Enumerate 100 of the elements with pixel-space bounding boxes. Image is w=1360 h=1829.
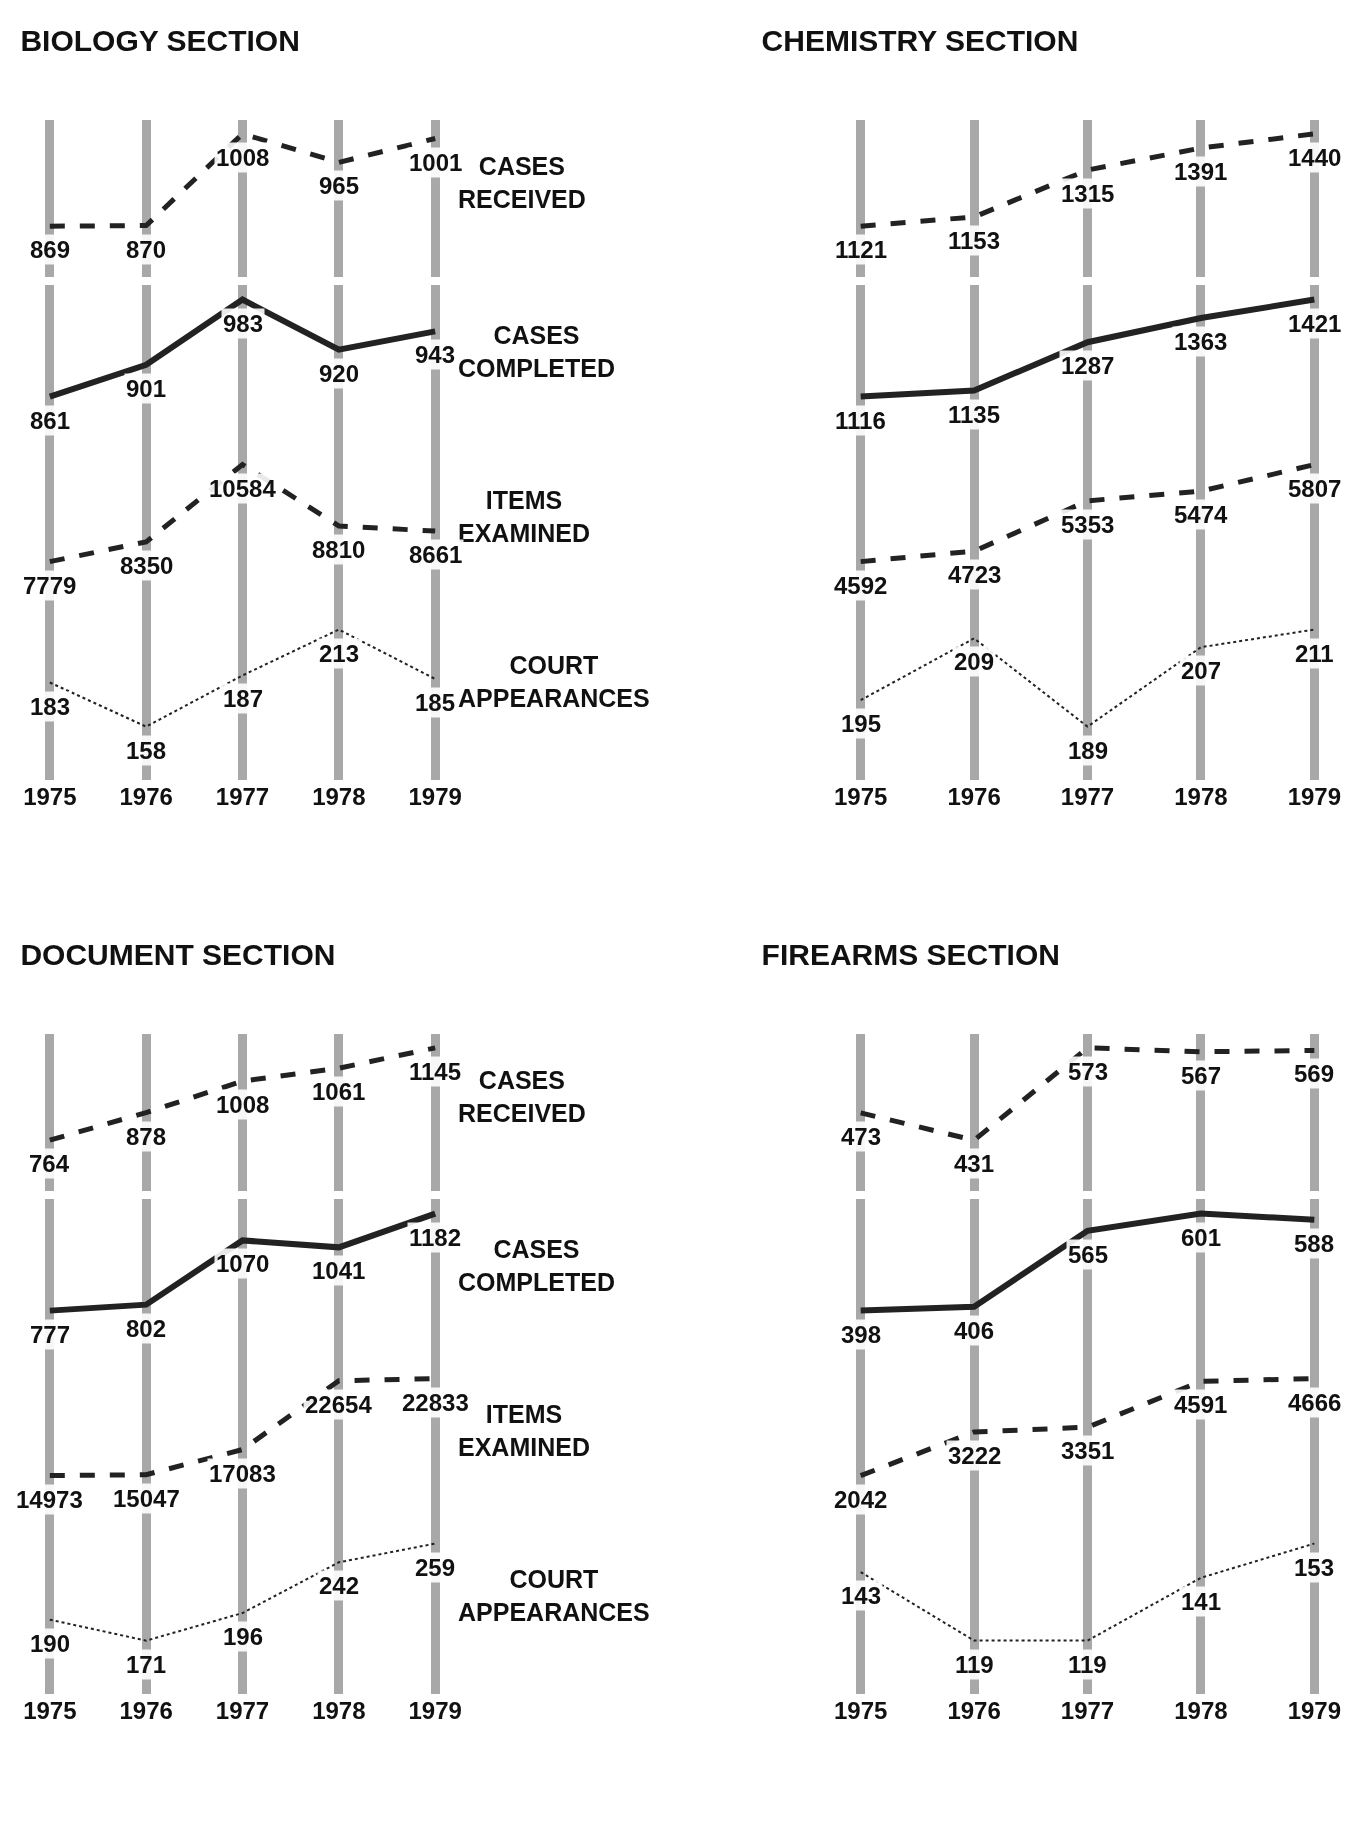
data-label: 565 (1068, 1241, 1109, 1268)
x-tick-label: 1975 (833, 783, 888, 810)
x-tick-label: 1979 (1287, 783, 1342, 810)
x-tick-label: 1975 (23, 783, 77, 810)
data-label: 153 (1294, 1554, 1335, 1581)
data-label: 5474 (1174, 501, 1229, 528)
data-label: 190 (30, 1630, 71, 1657)
x-tick-label: 1978 (312, 1697, 366, 1724)
x-tick-label: 1977 (215, 783, 270, 810)
data-label: 983 (223, 310, 264, 337)
data-label: 601 (1181, 1224, 1222, 1251)
data-label: 185 (415, 689, 456, 716)
data-label: 1363 (1174, 328, 1228, 355)
data-label: 588 (1294, 1230, 1335, 1257)
data-label: 3222 (948, 1442, 1002, 1469)
data-label: 171 (126, 1651, 167, 1678)
data-label: 8350 (120, 552, 174, 579)
data-label: 10584 (209, 475, 277, 502)
chart-title: DOCUMENT SECTION (20, 937, 336, 971)
x-tick-label: 1975 (833, 1697, 888, 1724)
data-label: 1135 (948, 401, 1001, 428)
x-tick-label: 1979 (408, 783, 462, 810)
data-label: 406 (954, 1317, 995, 1344)
data-label: 1391 (1174, 158, 1228, 185)
data-label: 861 (30, 407, 71, 434)
data-label: 1008 (216, 144, 270, 171)
data-label: 878 (126, 1123, 167, 1150)
data-label: 1121 (835, 236, 888, 263)
data-label: 187 (223, 685, 264, 712)
x-tick-label: 1976 (947, 1697, 1001, 1724)
data-label: 1287 (1061, 352, 1115, 379)
x-tick-label: 1978 (312, 783, 366, 810)
data-label: 195 (841, 710, 882, 737)
data-label: 4723 (948, 561, 1002, 588)
x-tick-label: 1977 (215, 1697, 270, 1724)
x-tick-label: 1978 (1174, 1697, 1228, 1724)
y-axis-title: CASES COMPLETED (458, 321, 615, 382)
data-label: 869 (30, 236, 71, 263)
chart-title: BIOLOGY SECTION (20, 23, 300, 57)
x-tick-label: 1976 (947, 783, 1001, 810)
data-label: 119 (1068, 1651, 1107, 1678)
data-label: 1421 (1288, 310, 1342, 337)
x-tick-label: 1976 (119, 1697, 173, 1724)
x-tick-label: 1975 (23, 1697, 77, 1724)
data-label: 4591 (1174, 1391, 1228, 1418)
data-label: 242 (319, 1572, 360, 1599)
x-tick-label: 1977 (1060, 1697, 1115, 1724)
data-label: 1070 (216, 1250, 270, 1277)
data-label: 764 (29, 1150, 70, 1177)
data-label: 1008 (216, 1091, 270, 1118)
data-label: 7779 (23, 572, 77, 599)
data-label: 8661 (409, 541, 463, 568)
data-label: 158 (126, 737, 167, 764)
data-label: 777 (30, 1321, 71, 1348)
data-label: 431 (954, 1150, 995, 1177)
data-label: 5807 (1288, 475, 1342, 502)
data-label: 1061 (312, 1078, 366, 1105)
data-label: 211 (1295, 640, 1334, 667)
data-label: 213 (319, 640, 360, 667)
data-label: 802 (126, 1315, 167, 1342)
data-label: 1153 (948, 227, 1001, 254)
data-label: 14973 (16, 1486, 83, 1513)
data-label: 8810 (312, 536, 366, 563)
data-label: 473 (841, 1123, 882, 1150)
chart-title: CHEMISTRY SECTION (761, 23, 1079, 57)
y-axis-title: COURT APPEARANCES (458, 1565, 650, 1626)
data-label: 573 (1068, 1058, 1109, 1085)
data-label: 398 (841, 1321, 882, 1348)
y-axis-title: COURT APPEARANCES (458, 651, 650, 712)
data-label: 965 (319, 172, 360, 199)
data-label: 1116 (835, 407, 886, 434)
data-label: 1315 (1061, 180, 1115, 207)
x-tick-label: 1979 (408, 1697, 462, 1724)
x-tick-label: 1979 (1287, 1697, 1342, 1724)
data-label: 119 (955, 1651, 994, 1678)
data-label: 183 (30, 693, 71, 720)
data-label: 143 (841, 1582, 882, 1609)
data-label: 189 (1068, 737, 1109, 764)
data-label: 196 (223, 1623, 264, 1650)
data-label: 920 (319, 360, 360, 387)
data-label: 22654 (305, 1391, 373, 1418)
x-tick-label: 1976 (119, 783, 173, 810)
data-label: 4666 (1288, 1389, 1342, 1416)
data-label: 1440 (1288, 144, 1342, 171)
data-label: 901 (126, 375, 167, 402)
data-label: 259 (415, 1554, 456, 1581)
data-label: 207 (1181, 657, 1222, 684)
chart-title: FIREARMS SECTION (761, 937, 1060, 971)
x-tick-label: 1977 (1060, 783, 1115, 810)
data-label: 943 (415, 341, 456, 368)
data-label: 15047 (113, 1485, 180, 1512)
data-label: 1182 (409, 1224, 462, 1251)
data-label: 141 (1181, 1588, 1222, 1615)
data-label: 1041 (312, 1257, 366, 1284)
data-label: 3351 (1061, 1437, 1115, 1464)
data-label: 209 (954, 648, 995, 675)
data-label: 17083 (209, 1460, 276, 1487)
data-label: 2042 (834, 1486, 888, 1513)
x-tick-label: 1978 (1174, 783, 1228, 810)
data-label: 5353 (1061, 511, 1115, 538)
